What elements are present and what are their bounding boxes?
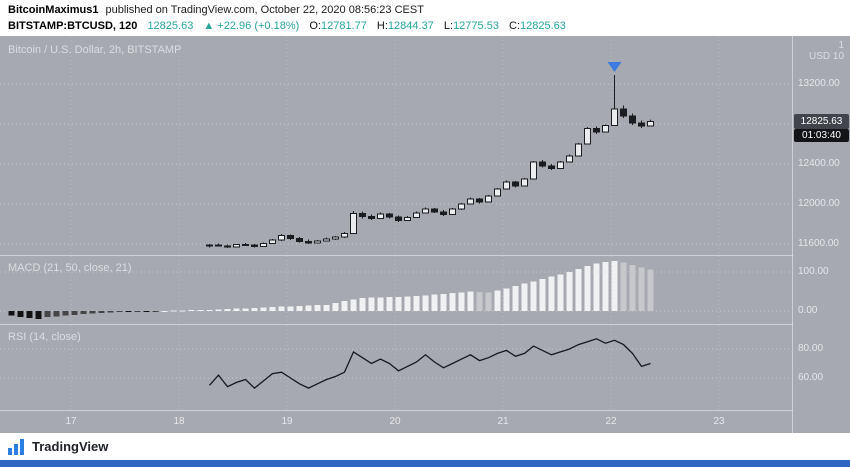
panel-separator: [0, 410, 793, 411]
last-price-badge: 12825.63: [794, 114, 849, 129]
axis-label: 100.00: [798, 266, 829, 277]
price-axis[interactable]: 13200.0012800.0012400.0012000.0011600.00…: [793, 36, 850, 411]
low-label: L:: [443, 20, 454, 32]
scale-note: 1 USD 10: [809, 40, 844, 62]
scale-note-line1: 1: [838, 40, 844, 51]
symbol-interval: BITSTAMP:BTCUSD, 120: [8, 20, 138, 32]
time-axis-label: 22: [605, 416, 617, 427]
tradingview-logo[interactable]: [8, 438, 26, 455]
scale-note-line2: USD 10: [808, 51, 844, 62]
high-label: H:: [376, 20, 388, 32]
open-value: 12781.77: [320, 20, 367, 32]
open-label: O:: [309, 20, 321, 32]
time-axis-label: 23: [713, 416, 725, 427]
tradingview-brand[interactable]: TradingView: [32, 439, 109, 454]
quote-line: BITSTAMP:BTCUSD, 120 12825.63 ▲ +22.96 (…: [8, 20, 566, 32]
panel-separator: [0, 324, 793, 325]
price-axis-border: [792, 36, 793, 433]
bottom-accent-bar: [0, 460, 850, 467]
published-line: BitcoinMaximus1 published on TradingView…: [8, 4, 424, 16]
time-axis-label: 19: [281, 416, 293, 427]
rsi-panel[interactable]: [0, 325, 792, 410]
price-change: ▲ +22.96 (+0.18%): [203, 20, 300, 32]
chart-area: Bitcoin / U.S. Dollar, 2h, BITSTAMP MACD…: [0, 36, 850, 433]
macd-panel[interactable]: [0, 256, 792, 324]
close-value: 12825.63: [520, 20, 566, 32]
axis-label: 60.00: [798, 372, 824, 383]
axis-label: 11600.00: [798, 238, 839, 249]
axis-label: 12000.00: [798, 198, 840, 209]
axis-label: 12400.00: [798, 158, 840, 169]
close-label: C:: [509, 20, 521, 32]
published-text: published on TradingView.com, October 22…: [105, 4, 424, 16]
panel-separator: [0, 255, 793, 256]
author-name: BitcoinMaximus1: [8, 4, 99, 16]
time-axis-label: 21: [497, 416, 509, 427]
low-value: 12775.53: [453, 20, 499, 32]
footer: TradingView: [0, 433, 850, 460]
axis-label: 13200.00: [798, 78, 840, 89]
price-chart-panel[interactable]: [0, 36, 792, 255]
time-axis-label: 18: [173, 416, 185, 427]
axis-label: 0.00: [798, 305, 818, 316]
time-axis[interactable]: 17 18 19 20 21 22 23: [0, 411, 792, 433]
axis-label: 80.00: [798, 343, 824, 354]
last-price: 12825.63: [147, 20, 194, 32]
time-axis-label: 20: [389, 416, 401, 427]
countdown-badge: 01:03:40: [794, 129, 849, 142]
time-axis-label: 17: [65, 416, 77, 427]
high-value: 12844.37: [387, 20, 434, 32]
header: BitcoinMaximus1 published on TradingView…: [0, 0, 850, 36]
